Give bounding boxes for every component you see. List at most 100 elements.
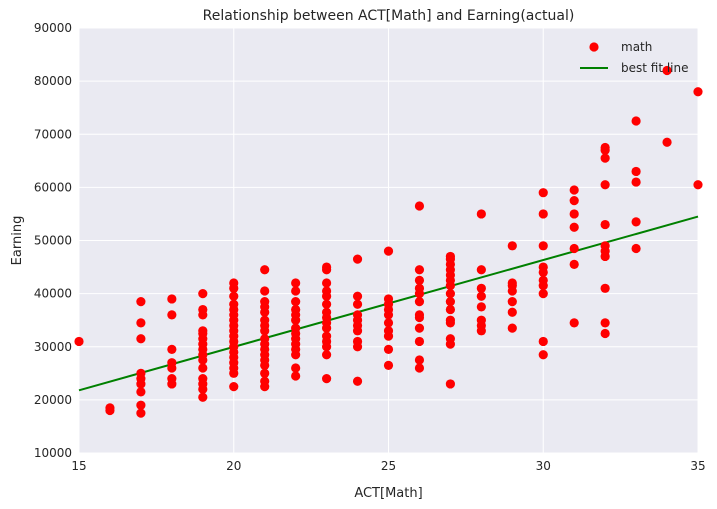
data-point xyxy=(229,381,239,392)
data-point xyxy=(600,180,610,190)
data-point xyxy=(414,275,425,285)
y-tick-label: 60000 xyxy=(34,180,72,194)
data-point xyxy=(352,336,363,347)
data-point xyxy=(600,153,610,163)
data-point xyxy=(414,363,425,373)
data-point xyxy=(291,278,301,288)
data-point xyxy=(569,196,579,206)
data-point xyxy=(538,241,548,251)
data-point xyxy=(352,291,363,301)
data-point xyxy=(476,315,486,325)
data-point xyxy=(260,265,270,275)
data-point xyxy=(291,323,301,333)
data-point xyxy=(322,331,332,341)
data-point xyxy=(445,251,455,262)
data-point xyxy=(322,299,332,309)
data-point xyxy=(136,318,146,328)
data-point xyxy=(291,363,301,373)
data-point xyxy=(569,318,579,328)
x-tick-label: 20 xyxy=(226,459,241,473)
data-point xyxy=(167,344,177,355)
data-point xyxy=(600,142,610,153)
data-point xyxy=(631,166,641,177)
y-axis-label: Earning xyxy=(10,216,25,266)
legend-marker-math xyxy=(589,42,599,52)
data-point xyxy=(291,371,301,381)
data-point xyxy=(260,334,270,344)
y-tick-label: 80000 xyxy=(34,74,72,88)
data-point xyxy=(445,296,455,307)
data-point xyxy=(600,283,610,293)
data-point xyxy=(414,283,425,293)
grid-layer xyxy=(78,27,699,454)
data-point xyxy=(600,241,610,251)
data-point xyxy=(291,304,301,315)
data-point xyxy=(352,310,363,320)
y-tick-label: 20000 xyxy=(34,393,72,407)
data-point xyxy=(662,65,672,76)
y-tick-label: 70000 xyxy=(34,127,72,141)
data-point xyxy=(136,368,146,378)
data-point xyxy=(322,350,332,360)
data-point xyxy=(167,294,177,304)
data-point xyxy=(136,387,146,397)
data-point xyxy=(352,254,363,264)
y-tick-label: 30000 xyxy=(34,340,72,354)
data-point xyxy=(569,209,579,219)
data-point xyxy=(662,137,672,147)
data-point xyxy=(136,334,146,344)
data-point xyxy=(569,222,579,232)
data-point xyxy=(538,336,548,347)
data-point xyxy=(445,334,455,344)
data-point xyxy=(198,392,208,402)
data-point xyxy=(631,217,641,227)
data-point xyxy=(414,296,425,307)
data-point xyxy=(507,241,517,251)
data-point xyxy=(631,116,641,126)
data-point xyxy=(322,286,332,296)
data-point xyxy=(414,201,425,211)
data-point xyxy=(322,307,332,317)
data-point xyxy=(383,344,394,355)
data-point xyxy=(538,350,548,360)
data-point xyxy=(414,310,425,320)
data-point xyxy=(383,326,394,336)
data-point xyxy=(383,246,394,256)
data-point xyxy=(383,318,394,328)
data-point xyxy=(260,286,270,296)
data-point xyxy=(198,304,208,315)
data-point xyxy=(322,262,332,272)
data-point xyxy=(383,294,394,304)
data-point xyxy=(538,209,548,219)
data-point xyxy=(136,408,146,418)
x-tick-label: 30 xyxy=(536,459,551,473)
data-point xyxy=(538,262,548,272)
data-point xyxy=(445,304,455,315)
data-point xyxy=(693,180,703,190)
x-tick-label: 25 xyxy=(381,459,396,473)
data-point xyxy=(414,265,425,275)
data-point xyxy=(569,243,579,254)
data-point xyxy=(136,400,146,410)
data-point xyxy=(414,355,425,365)
data-point xyxy=(507,296,517,307)
legend: math best fit line xyxy=(580,40,689,75)
data-point xyxy=(260,376,270,386)
data-point xyxy=(291,286,301,296)
data-point xyxy=(74,336,84,347)
data-point xyxy=(476,302,486,312)
data-point xyxy=(476,265,486,275)
data-point xyxy=(260,315,270,325)
y-tick-label: 90000 xyxy=(34,21,72,35)
data-point xyxy=(538,275,548,285)
data-point xyxy=(105,403,115,413)
data-point xyxy=(414,336,425,347)
data-point xyxy=(198,374,208,384)
data-point xyxy=(229,299,239,309)
data-point xyxy=(476,283,486,293)
y-tick-label: 40000 xyxy=(34,287,72,301)
data-point xyxy=(538,289,548,299)
data-point xyxy=(538,188,548,198)
data-point xyxy=(136,296,146,307)
chart-title: Relationship between ACT[Math] and Earni… xyxy=(203,8,575,24)
